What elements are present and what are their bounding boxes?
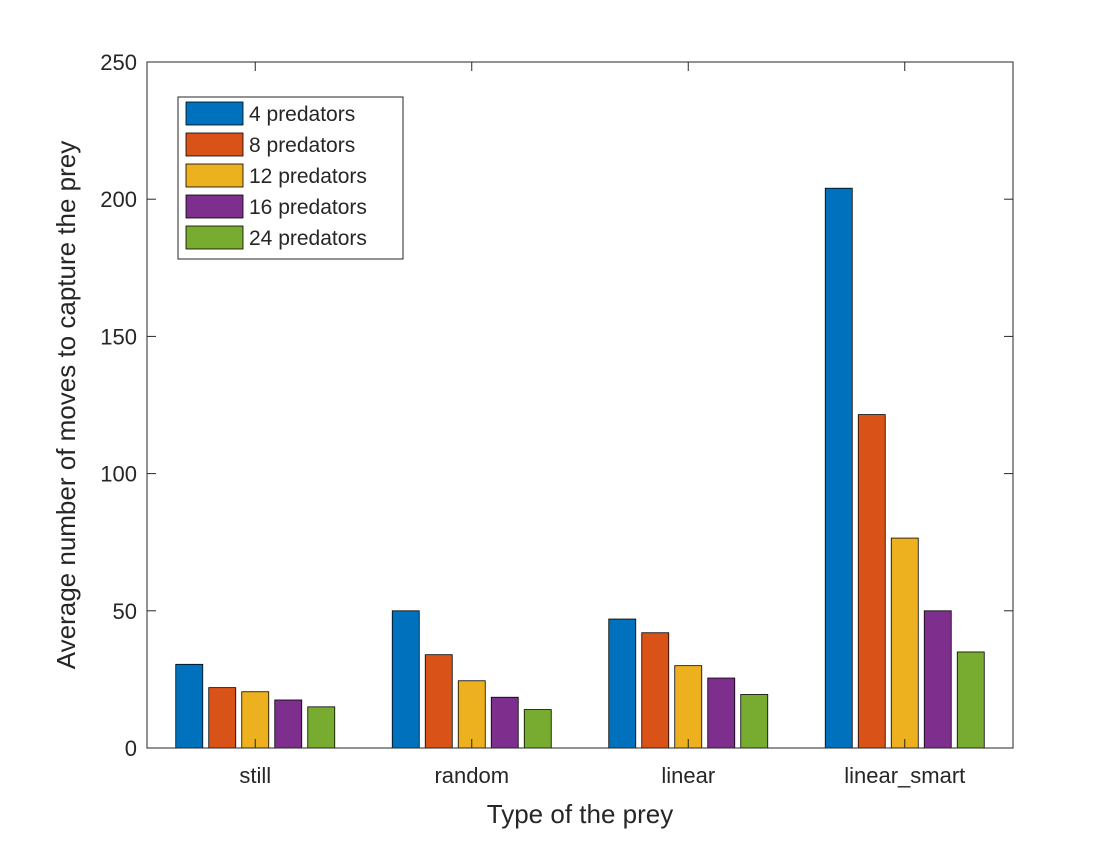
bar-linear_smart-4-predators [824,187,853,749]
bar-random-12-predators [457,680,486,749]
y-tick-label: 250 [100,50,137,75]
bar-linear-8-predators [641,632,670,749]
axes-layer: 0 50 100 150 200 250 still random linear linear_s… [100,50,1014,788]
bar-still-24-predators [307,706,336,749]
bar-random-16-predators [490,696,519,749]
bar-still-16-predators [274,699,303,749]
legend-label: 4 predators [249,103,355,126]
x-axis-title: Type of the prey [487,799,673,829]
y-tick-label: 100 [100,462,137,487]
x-tick-label-linear: linear [661,763,715,788]
legend-swatch [185,194,244,219]
bar-random-8-predators [424,654,453,749]
bar-still-8-predators [208,687,237,749]
bar-random-4-predators [391,610,420,749]
bars-layer [175,187,985,749]
x-tick-label-linear_smart: linear_smart [844,763,965,788]
legend-label: 12 predators [249,165,367,188]
bar-linear_smart-24-predators [956,651,985,749]
legend-swatch [185,132,244,157]
legend-swatch [185,225,244,250]
bar-linear_smart-8-predators [857,414,886,749]
bar-linear_smart-16-predators [923,610,952,749]
x-tick-label-random: random [434,763,509,788]
bar-linear-24-predators [740,694,769,749]
bar-linear-12-predators [674,665,703,749]
y-tick-label: 200 [100,187,137,212]
legend-swatch [185,163,244,188]
bar-linear-16-predators [707,677,736,749]
y-tick-label: 0 [125,736,137,761]
y-axis-title: Average number of moves to capture the p… [51,141,81,669]
axes-box [146,61,1014,749]
bar-still-4-predators [175,663,204,749]
bar-linear-4-predators [608,618,637,749]
bar-linear_smart-12-predators [890,537,919,749]
y-tick-label: 150 [100,324,137,349]
x-tick-label-still: still [239,763,271,788]
bar-still-12-predators [241,691,270,749]
legend: 4 predators 8 predators 12 predators 16 pre… [177,96,404,260]
bar-random-24-predators [523,709,552,749]
y-tick-label: 50 [113,599,137,624]
legend-label: 16 predators [249,196,367,219]
legend-label: 24 predators [249,227,367,250]
legend-label: 8 predators [249,134,355,157]
legend-swatch [185,101,244,126]
